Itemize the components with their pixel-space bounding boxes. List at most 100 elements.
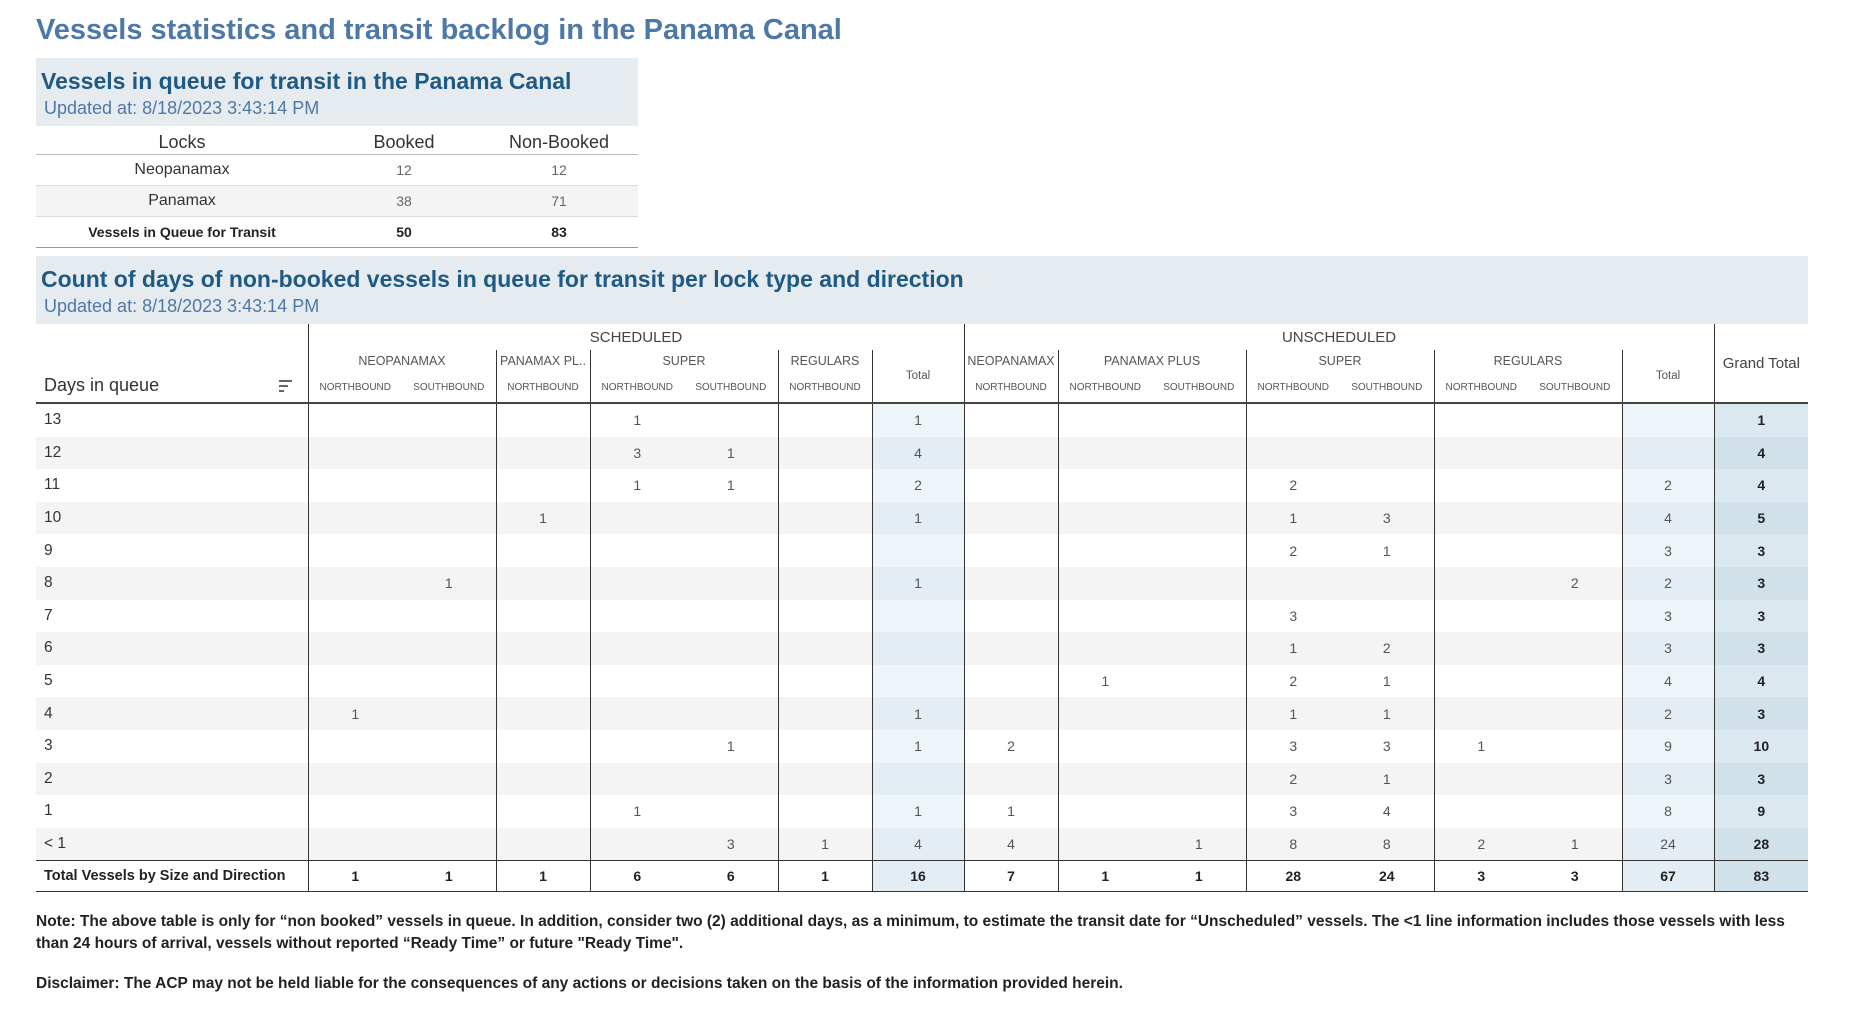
day-cell: 7 bbox=[44, 606, 53, 624]
count-cell bbox=[1057, 566, 1153, 600]
day-cell: 5 bbox=[44, 672, 53, 690]
count-cell bbox=[495, 566, 590, 600]
unsched-super-header: SUPER bbox=[1245, 350, 1435, 372]
count-cell: 1 bbox=[1245, 632, 1341, 665]
count-cell: 1 bbox=[1340, 697, 1435, 730]
count-cell bbox=[495, 632, 590, 665]
count-cell bbox=[1057, 534, 1153, 567]
count-cell: 28 bbox=[1245, 860, 1341, 893]
count-cell bbox=[307, 469, 402, 502]
day-cell: 9 bbox=[44, 541, 53, 559]
grand-total-cell: 83 bbox=[1713, 860, 1809, 893]
table-row: 13 1 1 1 bbox=[36, 403, 1809, 437]
count-cell: 1 bbox=[307, 860, 402, 893]
grand-total-cell: 1 bbox=[1713, 403, 1809, 437]
count-cell bbox=[307, 664, 402, 698]
count-cell bbox=[777, 469, 872, 502]
day-cell: < 1 bbox=[36, 827, 308, 861]
count-cell bbox=[777, 599, 872, 633]
total-cell: 1 bbox=[871, 795, 965, 828]
total-cell: 3 bbox=[1621, 599, 1715, 633]
total-cell bbox=[871, 599, 965, 633]
queue-table: Locks Booked Non-Booked Neopanamax 12 12… bbox=[36, 130, 638, 248]
count-cell: 2 bbox=[1433, 827, 1529, 861]
unsched-total-header: Total bbox=[1621, 350, 1715, 404]
count-cell bbox=[495, 795, 590, 828]
page-title: Vessels statistics and transit backlog i… bbox=[36, 14, 842, 46]
count-cell bbox=[307, 827, 402, 861]
direction-header: NORTHBOUND bbox=[1057, 372, 1153, 404]
count-cell bbox=[963, 501, 1059, 535]
total-cell bbox=[1621, 436, 1715, 470]
direction-header: SOUTHBOUND bbox=[1152, 372, 1247, 404]
count-cell bbox=[1528, 665, 1622, 698]
count-cell: 3 bbox=[1245, 599, 1341, 633]
sched-panamax-plus-header: PANAMAX PL.. bbox=[495, 350, 590, 372]
count-cell bbox=[1433, 762, 1529, 796]
table-row: 11 1 1 2 2 2 4 bbox=[36, 469, 1809, 502]
count-cell: 1 bbox=[1245, 697, 1341, 730]
count-cell: 4 bbox=[963, 827, 1059, 861]
count-cell: 3 bbox=[1245, 729, 1341, 763]
count-cell bbox=[307, 762, 402, 796]
total-cell bbox=[871, 762, 965, 796]
queue-total-row: Vessels in Queue for Transit 50 83 bbox=[36, 216, 638, 248]
total-cell: 2 bbox=[1621, 566, 1715, 600]
count-cell bbox=[589, 697, 684, 730]
queue-panel-title: Vessels in queue for transit in the Pana… bbox=[41, 68, 572, 94]
count-cell bbox=[1057, 501, 1153, 535]
total-cell bbox=[871, 632, 965, 665]
count-cell bbox=[1528, 697, 1623, 730]
count-cell: 7 bbox=[963, 860, 1059, 893]
days-in-queue-header[interactable]: Days in queue bbox=[36, 324, 308, 404]
grand-total-cell: 4 bbox=[1713, 664, 1809, 698]
direction-header: NORTHBOUND bbox=[589, 372, 684, 404]
disclaimer-text: Disclaimer: The ACP may not be held liab… bbox=[36, 975, 1123, 992]
count-cell bbox=[307, 566, 402, 600]
queue-total-non-booked: 83 bbox=[480, 216, 638, 248]
grand-total-cell: 5 bbox=[1713, 501, 1809, 535]
table-row: 10 1 1 1 3 4 5 bbox=[36, 501, 1809, 535]
count-cell bbox=[1340, 600, 1434, 633]
count-cell bbox=[777, 632, 872, 665]
day-cell: 6 bbox=[36, 632, 308, 665]
count-cell bbox=[1245, 403, 1341, 437]
sort-icon[interactable] bbox=[278, 380, 292, 392]
grand-total-cell: 9 bbox=[1713, 795, 1809, 828]
grand-total-cell: 3 bbox=[1713, 566, 1809, 600]
count-cell bbox=[307, 534, 402, 567]
count-cell: 1 bbox=[1057, 664, 1153, 698]
count-cell bbox=[963, 534, 1059, 567]
count-cell bbox=[684, 600, 778, 633]
count-cell: 8 bbox=[1340, 827, 1435, 861]
count-cell bbox=[1057, 729, 1153, 763]
count-cell bbox=[1528, 436, 1623, 470]
sched-regulars-header: REGULARS bbox=[777, 350, 872, 372]
count-cell bbox=[1528, 534, 1622, 567]
count-cell bbox=[402, 632, 496, 665]
count-cell bbox=[1057, 632, 1153, 665]
count-cell: 3 bbox=[1528, 860, 1623, 893]
count-cell: 2 bbox=[1245, 534, 1341, 567]
count-cell bbox=[1057, 697, 1153, 730]
direction-header: NORTHBOUND bbox=[777, 372, 872, 404]
count-cell: 1 bbox=[684, 436, 778, 470]
count-cell bbox=[1340, 566, 1435, 600]
unsched-regulars-header: REGULARS bbox=[1433, 350, 1623, 372]
count-cell bbox=[963, 436, 1059, 470]
count-cell bbox=[1152, 762, 1247, 796]
count-cell bbox=[777, 664, 872, 698]
count-cell bbox=[777, 729, 872, 763]
total-cell: 1 bbox=[871, 403, 965, 437]
count-cell bbox=[1528, 632, 1623, 665]
count-cell: 6 bbox=[589, 860, 684, 893]
count-cell bbox=[307, 436, 402, 470]
day-cell: 4 bbox=[36, 697, 308, 730]
days-header-label: Days in queue bbox=[44, 375, 160, 395]
direction-header: SOUTHBOUND bbox=[1528, 372, 1623, 404]
total-cell: 67 bbox=[1621, 860, 1715, 893]
count-cell bbox=[1152, 534, 1246, 567]
count-cell bbox=[1433, 403, 1529, 437]
